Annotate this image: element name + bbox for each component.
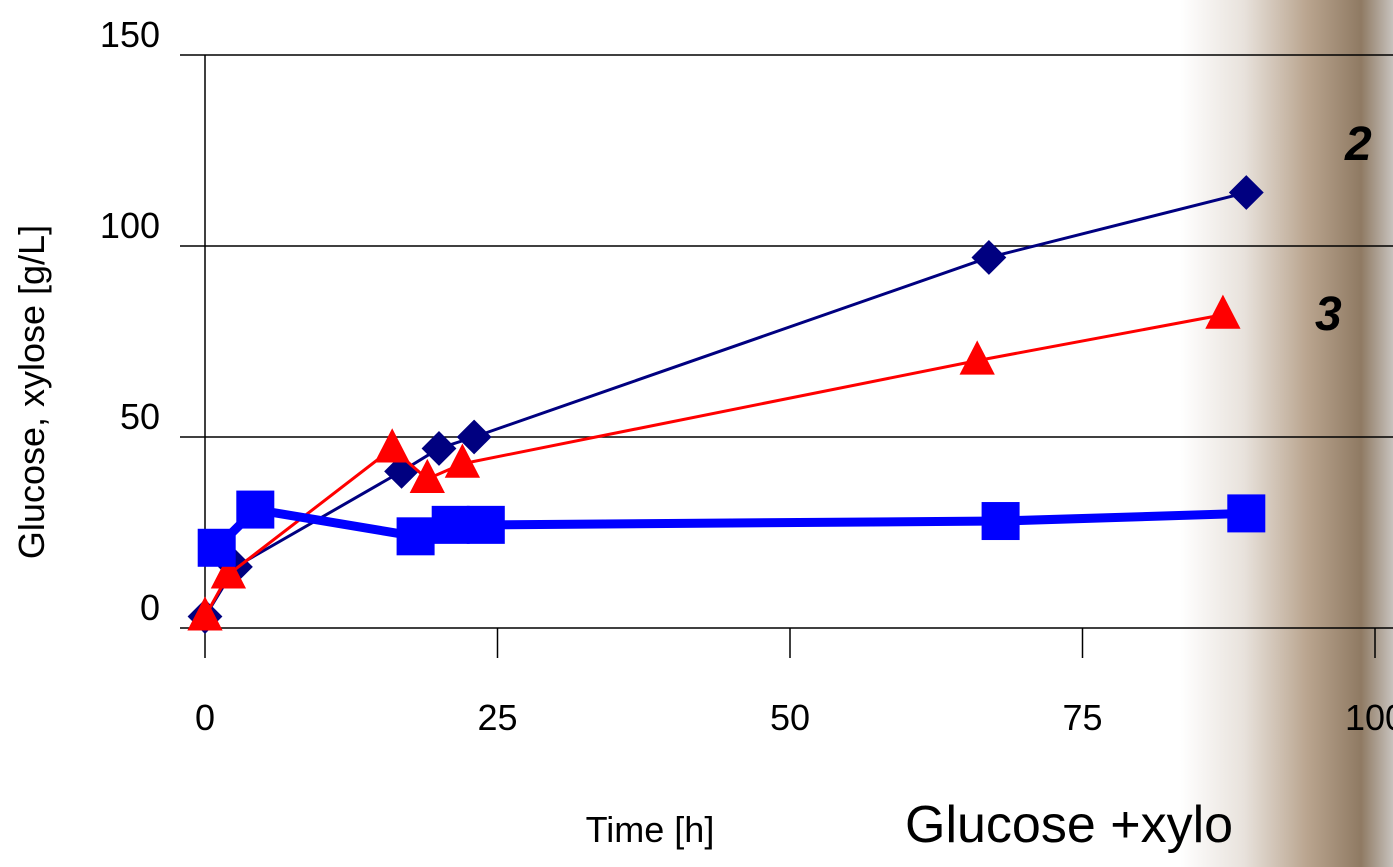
annotation: 2	[1344, 118, 1372, 171]
series-line	[213, 505, 1247, 551]
diamond-marker	[456, 419, 492, 455]
triangle-marker	[1205, 294, 1241, 329]
annotation: 3	[1315, 288, 1342, 341]
series-line	[203, 191, 1247, 618]
square-marker	[466, 505, 505, 544]
diamond-marker	[971, 240, 1007, 275]
annotation: Glucose +xylo	[905, 796, 1233, 854]
y-axis-label: Glucose, xylose [g/L]	[11, 225, 52, 559]
square-marker	[431, 505, 470, 544]
square-marker	[236, 490, 275, 529]
y-tick-label: 150	[100, 14, 160, 55]
triangle-marker	[210, 554, 247, 589]
x-tick-label: 100	[1345, 697, 1393, 738]
background-photo	[1180, 0, 1393, 867]
square-marker	[1227, 494, 1266, 533]
triangle-marker	[444, 443, 481, 478]
square-marker	[396, 517, 435, 556]
square-marker	[197, 528, 236, 567]
square-marker	[981, 502, 1020, 541]
triangle-marker	[374, 428, 410, 463]
x-tick-label: 0	[195, 697, 215, 738]
diamond-marker	[421, 431, 457, 466]
y-tick-label: 50	[120, 396, 160, 437]
triangle-marker	[959, 340, 995, 375]
x-tick-label: 50	[770, 697, 810, 738]
x-tick-label: 25	[477, 697, 517, 738]
series-line	[203, 313, 1224, 618]
triangle-marker	[409, 458, 445, 494]
y-tick-label: 0	[140, 587, 160, 628]
x-tick-label: 75	[1062, 697, 1102, 738]
diamond-marker	[1228, 175, 1264, 210]
triangle-marker	[187, 596, 223, 631]
x-axis-label: Time [h]	[586, 809, 715, 850]
y-tick-label: 100	[100, 205, 160, 246]
